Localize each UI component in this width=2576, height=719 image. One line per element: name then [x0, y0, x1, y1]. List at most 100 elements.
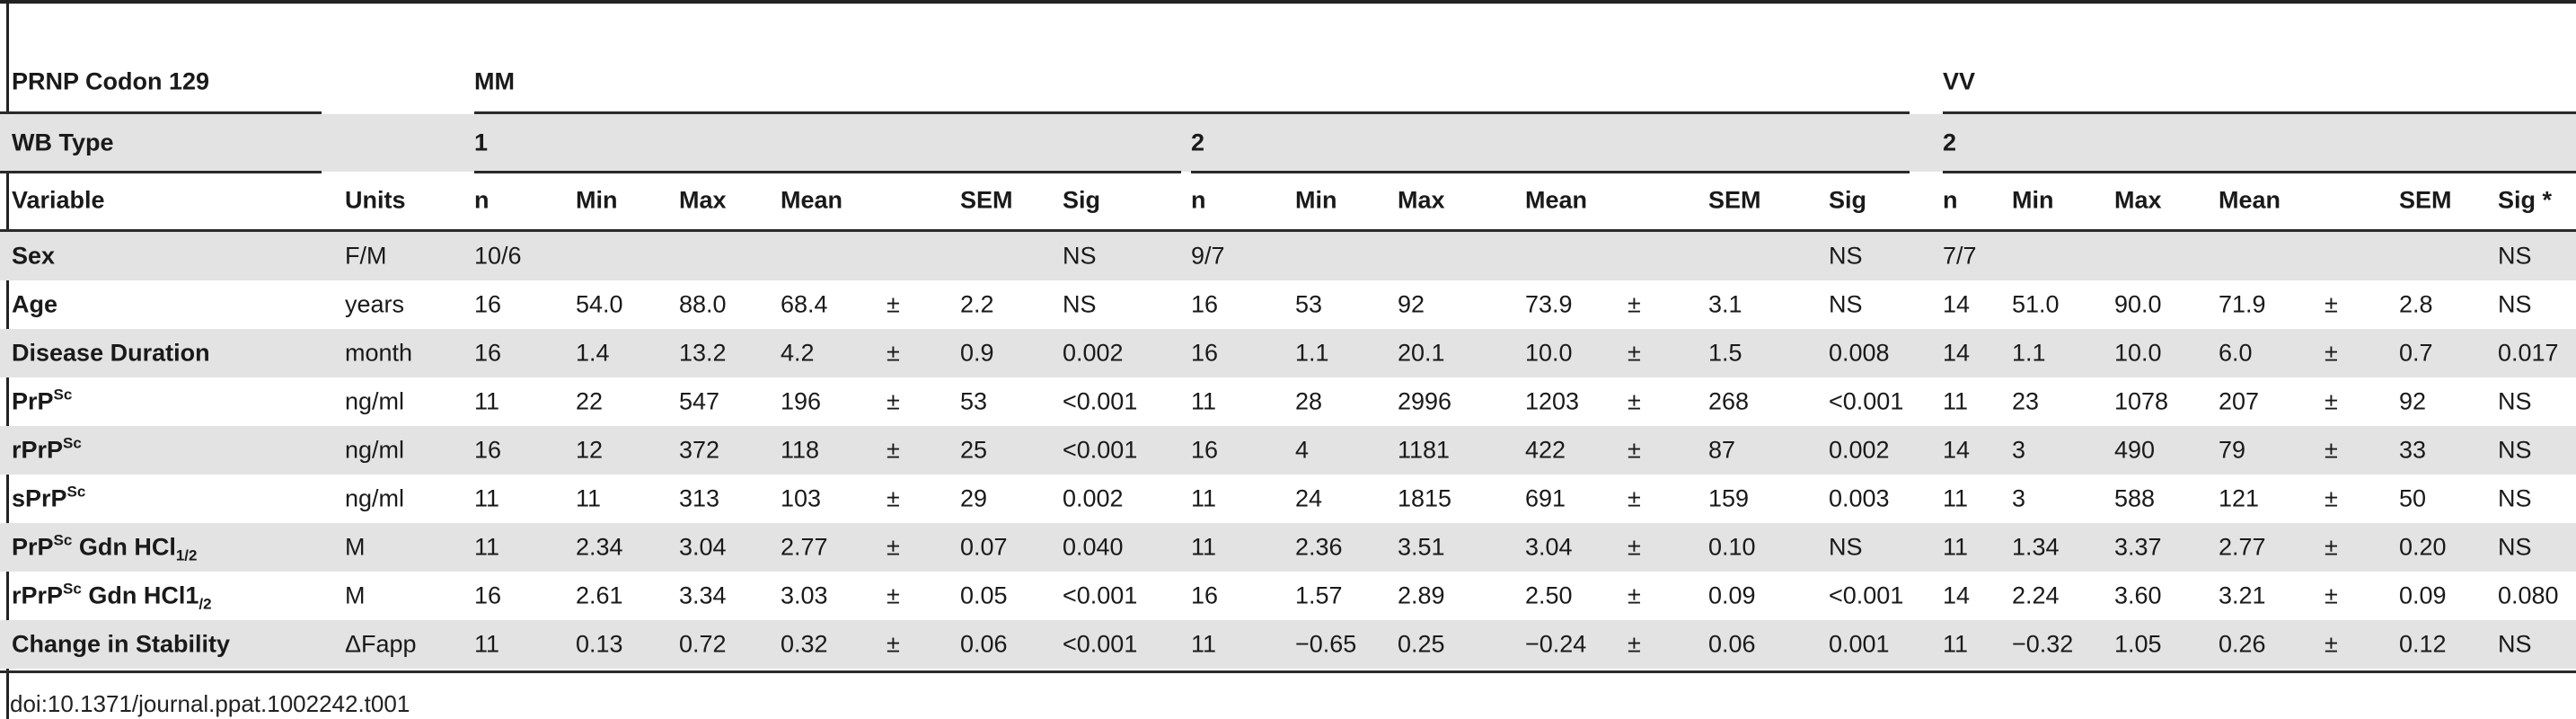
plus-minus-symbol: ± [1628, 290, 1641, 318]
sem-cell: 0.9 [960, 339, 994, 367]
variable-superscript: Sc [63, 580, 82, 598]
mean-cell: 2.77 [2219, 533, 2266, 561]
sig-cell: NS [1063, 242, 1097, 270]
units-cell: month [345, 339, 413, 367]
n-cell: 14 [1943, 581, 1971, 609]
sem-cell: 2.8 [2399, 290, 2433, 318]
sig-cell: 0.001 [1829, 630, 1890, 658]
header-row-columns: Variable Units n Min Max Mean SEM Sig n Min Max Mea… [0, 172, 2576, 229]
units-cell: years [345, 290, 405, 318]
max-cell: 3.60 [2114, 581, 2162, 609]
max-cell: 13.2 [679, 339, 727, 367]
min-cell: 1.57 [1295, 581, 1343, 609]
plus-minus-symbol: ± [2325, 339, 2338, 367]
n-cell: 16 [1191, 581, 1219, 609]
n-cell: 11 [1943, 484, 1969, 512]
sig-cell: NS [1829, 533, 1863, 561]
table-row: rPrPSc Gdn HCl1/2 M 16 2.61 3.34 3.03 ±0.05 <0.… [0, 572, 2576, 620]
plus-minus-symbol: ± [2325, 484, 2338, 512]
min-cell: −0.32 [2012, 630, 2074, 658]
n-cell: 16 [474, 339, 502, 367]
plus-minus-symbol: ± [2325, 436, 2338, 464]
min-cell: 11 [576, 484, 602, 512]
sem-cell: 0.06 [960, 630, 1008, 658]
wb-type-value: 2 [1943, 129, 1957, 156]
wb-type-value: 1 [474, 129, 489, 156]
variable-name: PrPSc Gdn HCl1/2 [12, 533, 197, 564]
plus-minus-symbol: ± [2325, 533, 2338, 561]
variable-text-suffix: Gdn HCl [72, 533, 176, 561]
n-cell: 11 [474, 533, 500, 561]
min-cell: 2.61 [576, 581, 623, 609]
n-cell: 9/7 [1191, 242, 1225, 270]
column-header: n [1943, 186, 1958, 214]
max-cell: 372 [679, 436, 720, 464]
rule-codon-left [0, 111, 322, 114]
mean-cell: 0.26 [2219, 630, 2266, 658]
sem-cell: 0.09 [2399, 581, 2447, 609]
sem-cell: 87 [1708, 436, 1736, 464]
max-cell: 2.89 [1398, 581, 1445, 609]
column-header: SEM [1708, 186, 1761, 214]
variable-superscript: Sc [66, 483, 86, 501]
column-header: SEM [2399, 186, 2452, 214]
plus-minus-symbol: ± [1628, 339, 1641, 367]
max-cell: 3.34 [679, 581, 727, 609]
header-row-wb-type: WB Type 1 2 2 [0, 114, 2576, 172]
sig-cell: NS [2498, 436, 2532, 464]
variable-superscript: Sc [53, 531, 73, 549]
sem-cell: 53 [960, 387, 988, 415]
n-cell: 11 [1943, 387, 1969, 415]
sig-cell: 0.002 [1829, 436, 1890, 464]
table-row: Disease Duration month 16 1.4 13.2 4.2 ±0.9 0.0… [0, 329, 2576, 377]
sig-cell: <0.001 [1829, 581, 1904, 609]
variable-text: rPrP [12, 581, 64, 609]
rule-wb-type2 [1191, 171, 1910, 173]
variable-name: PrPSc [12, 387, 72, 414]
table-row: Age years 16 54.0 88.0 68.4 ±2.2 NS 16 53 92 73.9 ±3… [0, 280, 2576, 329]
min-cell: 1.34 [2012, 533, 2060, 561]
max-cell: 1.05 [2114, 630, 2162, 658]
min-cell: 0.13 [576, 630, 623, 658]
max-cell: 0.72 [679, 630, 727, 658]
mean-cell: 4.2 [781, 339, 815, 367]
genotype-label: VV [1943, 67, 1976, 95]
sem-cell: 0.20 [2399, 533, 2447, 561]
plus-minus-symbol: ± [887, 290, 900, 318]
plus-minus-symbol: ± [2325, 290, 2338, 318]
sig-cell: NS [1063, 290, 1097, 318]
mean-cell: 3.03 [781, 581, 828, 609]
mean-cell: 71.9 [2219, 290, 2266, 318]
n-cell: 11 [1191, 533, 1217, 561]
min-cell: 23 [2012, 387, 2040, 415]
mean-cell: −0.24 [1525, 630, 1587, 658]
table-row: PrPSc Gdn HCl1/2 M 11 2.34 3.04 2.77 ±0.07 0.04… [0, 523, 2576, 572]
plus-minus-symbol: ± [1628, 484, 1641, 512]
sem-cell: 0.12 [2399, 630, 2447, 658]
min-cell: 22 [576, 387, 604, 415]
mean-cell: 68.4 [781, 290, 828, 318]
rule-wb-type1 [474, 171, 1181, 173]
variable-name: Disease Duration [12, 339, 210, 367]
mean-cell: 691 [1525, 484, 1566, 512]
mean-cell: 2.77 [781, 533, 828, 561]
sig-cell: NS [2498, 242, 2532, 270]
n-cell: 16 [474, 290, 502, 318]
variable-name: Age [12, 292, 57, 317]
column-header: Mean [1525, 186, 1588, 214]
mean-cell: 121 [2219, 484, 2260, 512]
mean-cell: 207 [2219, 387, 2260, 415]
sig-cell: 0.040 [1063, 533, 1124, 561]
variable-superscript: Sc [63, 434, 82, 452]
max-cell: 3.37 [2114, 533, 2162, 561]
sem-cell: 1.5 [1708, 339, 1742, 367]
variable-name: rPrPSc [12, 436, 82, 463]
min-cell: 1.1 [1295, 339, 1329, 367]
sem-cell: 3.1 [1708, 290, 1742, 318]
column-header: Min [1295, 186, 1337, 214]
sem-cell: 0.7 [2399, 339, 2433, 367]
max-cell: 3.51 [1398, 533, 1445, 561]
column-header: SEM [960, 186, 1013, 214]
max-cell: 2996 [1398, 387, 1452, 415]
variable-text: Disease Duration [12, 339, 210, 367]
